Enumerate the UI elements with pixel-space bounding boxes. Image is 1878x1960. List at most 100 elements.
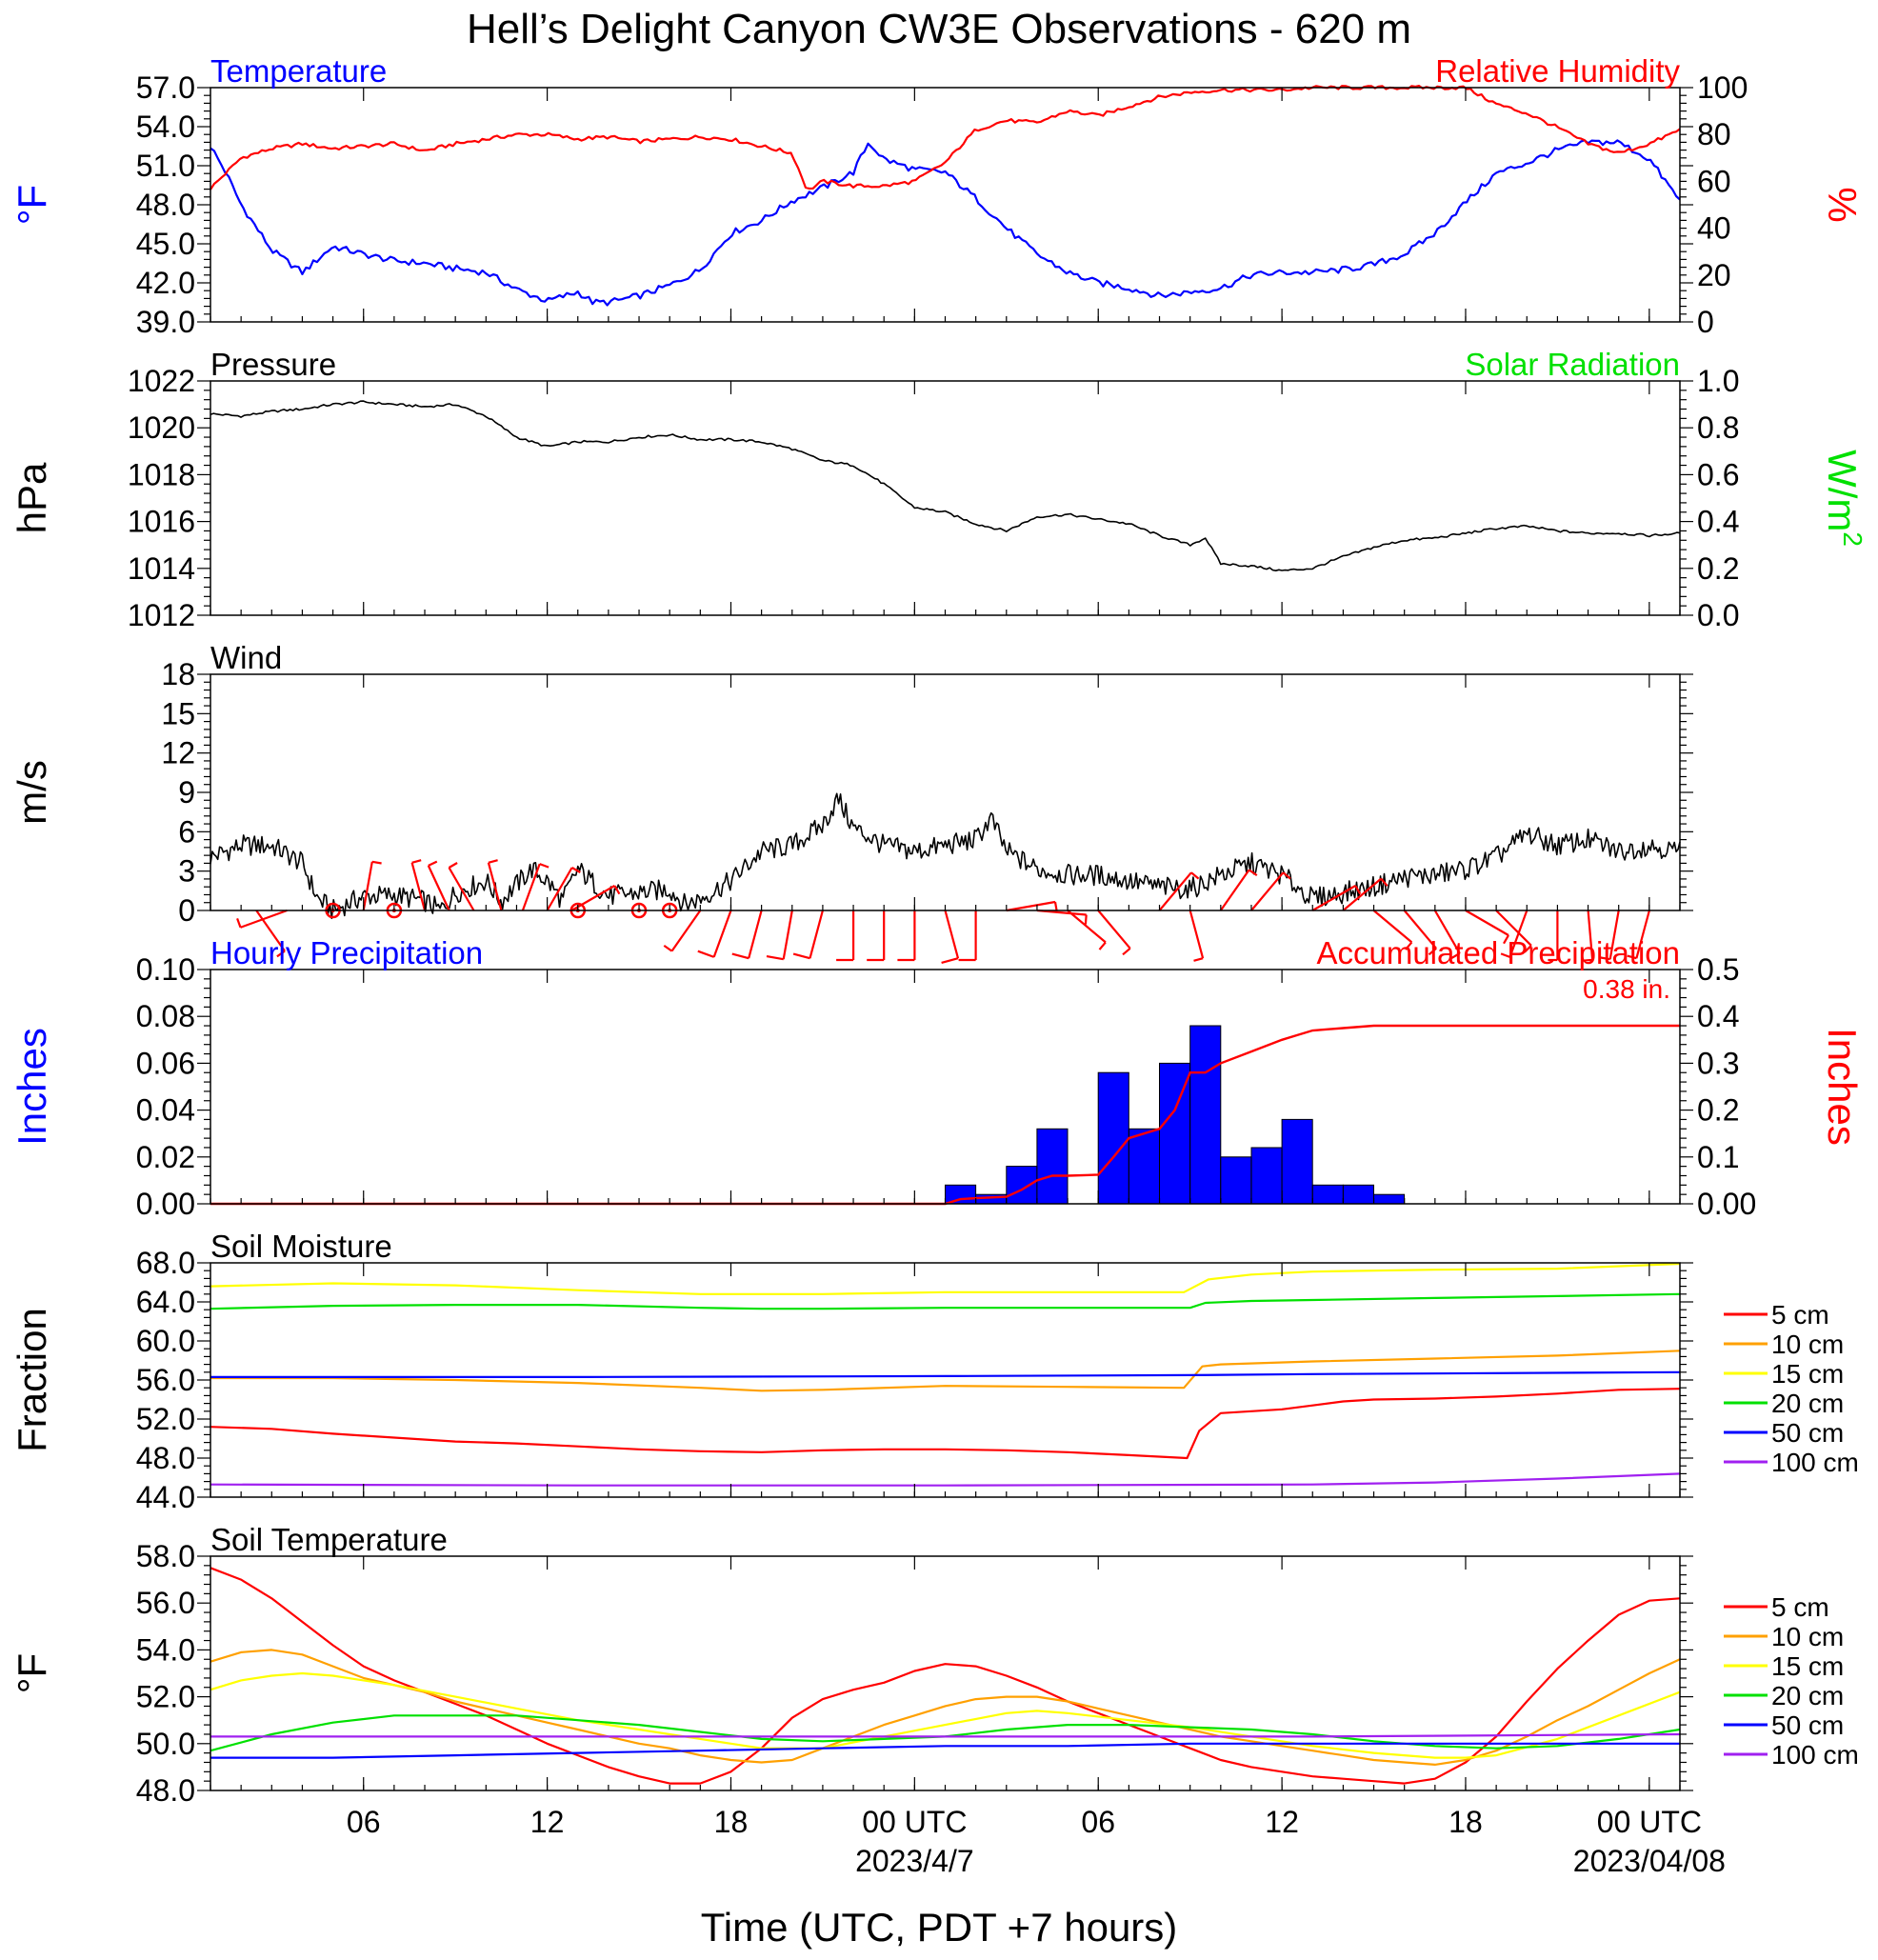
wind-barb-38 <box>1608 910 1620 960</box>
y-tick-label-left: 48.0 <box>136 1773 195 1808</box>
x-axis-label: Time (UTC, PDT +7 hours) <box>701 1905 1178 1950</box>
wind-barb-1 <box>240 909 288 929</box>
legend-label: 10 cm <box>1771 1330 1844 1359</box>
series-line-soil_temperature-4 <box>210 1742 1680 1759</box>
wind-barb-30 <box>1372 910 1413 944</box>
wind-barb-27 <box>1250 871 1285 911</box>
y-tick-label-left: 0 <box>178 893 195 928</box>
wind-barb-39 <box>1635 910 1650 959</box>
wind-barb-flag-38 <box>1600 956 1610 961</box>
y-tick-label-left: 52.0 <box>136 1402 195 1436</box>
y-tick-label-left: 42.0 <box>136 266 195 300</box>
wind-barb-flag-33 <box>1503 934 1509 945</box>
y-tick-label-left: 56.0 <box>136 1363 195 1397</box>
y-tick-label-right: 0.4 <box>1697 505 1739 539</box>
precip-bar-5 <box>1128 1128 1161 1205</box>
x-date-label: 2023/04/08 <box>1573 1844 1726 1878</box>
y-tick-label-left: 3 <box>178 854 195 889</box>
wind-barb-28 <box>1311 885 1356 911</box>
legend-label: 100 cm <box>1771 1740 1859 1770</box>
y-tick-label-left: 54.0 <box>136 1632 195 1667</box>
y-tick-label-right: 0.8 <box>1697 410 1739 445</box>
wind-barb-flag-13 <box>766 955 784 961</box>
panel-pressure: 1022 1020 1018 1016 1014 1012 1.0 0.8 0.6 0.4 0.2 0… <box>10 347 1868 632</box>
wind-barb-flag-21 <box>1084 914 1088 925</box>
precip-bar-9 <box>1250 1147 1283 1205</box>
wind-barb-7 <box>521 863 541 911</box>
y-axis-label-right: W/m2 <box>1820 450 1868 547</box>
series-line-soil_moisture-2 <box>210 1262 1681 1295</box>
wind-barb-8 <box>546 867 573 911</box>
panel-title-left: Wind <box>210 640 282 675</box>
y-tick-label-right: 60 <box>1697 164 1731 198</box>
wind-barb-flag-1 <box>236 918 242 929</box>
wind-barb-12 <box>748 910 763 959</box>
y-tick-label-left: 48.0 <box>136 1441 195 1475</box>
y-tick-label-left: 9 <box>178 775 195 810</box>
y-tick-label-left: 0.02 <box>136 1140 195 1174</box>
y-tick-label-left: 15 <box>161 696 195 730</box>
y-tick-label-right: 1.0 <box>1697 364 1739 398</box>
wind-barb-34 <box>1495 910 1532 947</box>
series-line-soil_moisture-4 <box>210 1370 1681 1378</box>
series-line-wind-0 <box>210 792 1681 920</box>
y-tick-label-left: 54.0 <box>136 110 195 144</box>
legend-label: 100 cm <box>1771 1448 1859 1477</box>
y-tick-label-left: 52.0 <box>136 1680 195 1714</box>
wind-barb-2 <box>362 861 373 911</box>
panel-title-left: Pressure <box>210 347 336 382</box>
y-axis-label-right: % <box>1820 187 1865 222</box>
panel-wind: 18 15 12 9 6 3 0 Wind m/s <box>10 640 1693 964</box>
wind-barb-32 <box>1433 910 1461 954</box>
precip-bar-12 <box>1342 1184 1375 1205</box>
series-line-soil_moisture-0 <box>210 1388 1681 1460</box>
y-tick-label-right: 0.0 <box>1697 598 1739 632</box>
panel-soil_moisture: 68.0 64.0 60.0 56.0 52.0 48.0 44.0 Soil Moistur… <box>10 1229 1859 1514</box>
y-tick-label-left: 64.0 <box>136 1285 195 1319</box>
panel-title-left: Hourly Precipitation <box>210 935 483 970</box>
wind-barb-37 <box>1587 910 1594 960</box>
y-tick-label-right: 0.2 <box>1697 1093 1739 1128</box>
wind-barb-flag-39 <box>1627 954 1637 960</box>
panel-title-left: Soil Moisture <box>210 1229 392 1264</box>
wind-barb-22 <box>1067 910 1107 944</box>
y-axis-label-right-superscript: 2 <box>1838 531 1868 547</box>
x-tick-label: 18 <box>714 1805 749 1839</box>
y-tick-label-right: 0.00 <box>1697 1187 1756 1221</box>
panel-temp_rh: 57.0 54.0 51.0 48.0 45.0 42.0 39.0 100 80 60 40 20 0… <box>10 53 1865 339</box>
wind-barb-flag-18 <box>941 957 959 964</box>
y-tick-label-left: 48.0 <box>136 188 195 222</box>
wind-barb-flag-27 <box>1282 871 1291 880</box>
panel-soil_temperature: 58.0 56.0 54.0 52.0 50.0 48.0 Soil Temperature… <box>10 1522 1859 1808</box>
wind-barb-33 <box>1465 910 1509 936</box>
y-axis-label-left: hPa <box>10 462 54 533</box>
y-tick-label-left: 0.10 <box>136 952 195 987</box>
y-axis-label-left: °F <box>10 185 54 225</box>
y-tick-label-left: 56.0 <box>136 1586 195 1620</box>
wind-barb-flag-5 <box>448 862 458 869</box>
y-tick-label-right: 0.5 <box>1697 952 1739 987</box>
y-axis-label-left: Inches <box>10 1028 54 1146</box>
wind-barb-11 <box>712 910 732 958</box>
legend-label: 15 cm <box>1771 1651 1844 1681</box>
y-tick-label-left: 51.0 <box>136 149 195 183</box>
y-tick-label-left: 57.0 <box>136 70 195 105</box>
wind-barb-flag-28 <box>1354 885 1362 895</box>
wind-barb-flag-34 <box>1524 945 1532 953</box>
y-tick-label-left: 39.0 <box>136 305 195 339</box>
wind-barb-13 <box>782 910 793 960</box>
y-tick-label-right: 0 <box>1697 305 1714 339</box>
wind-barb-flag-6 <box>488 859 498 864</box>
wind-barb-flag-37 <box>1583 958 1593 962</box>
x-tick-label: 06 <box>347 1805 381 1839</box>
wind-barb-6 <box>487 862 503 911</box>
y-tick-label-left: 0.06 <box>136 1046 195 1080</box>
y-tick-label-left: 12 <box>161 736 195 770</box>
panel-title-right: Accumulated Precipitation <box>1316 935 1680 970</box>
wind-barb-flag-20 <box>1053 901 1058 911</box>
panel-title-left: Temperature <box>210 53 387 89</box>
series-line-pressure-0 <box>210 400 1681 571</box>
y-tick-label-left: 1020 <box>128 410 195 445</box>
